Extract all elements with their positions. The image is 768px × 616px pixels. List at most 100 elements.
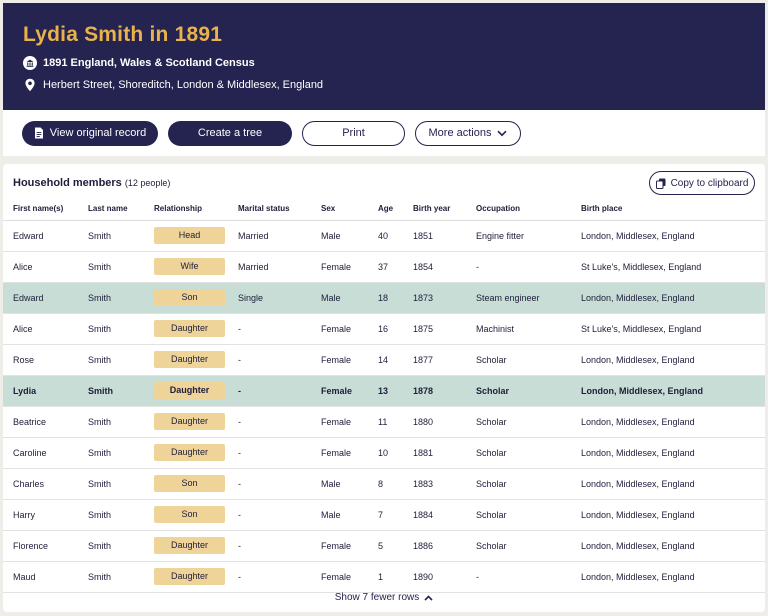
table-row: Caroline Smith Daughter - Female 10 1881 Schola… xyxy=(3,437,765,469)
place-cell: London, Middlesex, England xyxy=(581,220,765,252)
household-heading: Household members (12 people) xyxy=(13,177,170,189)
show-fewer-rows-label: Show 7 fewer rows xyxy=(334,592,420,603)
column-header: Sex xyxy=(321,198,378,221)
first-cell: Maud xyxy=(3,561,88,593)
column-header: Birth place xyxy=(581,198,765,221)
sex-cell: Male xyxy=(321,468,378,500)
sex-cell: Male xyxy=(321,220,378,252)
table-row: Charles Smith Son - Male 8 1883 Scholar London, … xyxy=(3,468,765,500)
relationship-badge: Daughter xyxy=(154,382,225,399)
last-cell: Smith xyxy=(88,375,154,407)
age-cell: 11 xyxy=(378,406,413,438)
year-cell: 1881 xyxy=(413,437,476,469)
place-cell: London, Middlesex, England xyxy=(581,468,765,500)
relationship-cell: Son xyxy=(154,282,238,314)
view-original-record-label: View original record xyxy=(49,127,147,139)
place-cell: London, Middlesex, England xyxy=(581,499,765,531)
relationship-badge: Wife xyxy=(154,258,225,275)
table-header-row: First name(s) Last name Relationship Mar… xyxy=(3,198,765,221)
relationship-cell: Daughter xyxy=(154,375,238,407)
occupation-cell: Steam engineer xyxy=(476,282,581,314)
marital-cell: - xyxy=(238,313,321,345)
age-cell: 40 xyxy=(378,220,413,252)
archive-building-icon xyxy=(23,56,37,70)
occupation-cell: Scholar xyxy=(476,499,581,531)
first-cell: Lydia xyxy=(3,375,88,407)
copy-to-clipboard-button[interactable]: Copy to clipboard xyxy=(649,171,755,195)
first-cell: Alice xyxy=(3,251,88,283)
sex-cell: Female xyxy=(321,530,378,562)
create-tree-button[interactable]: Create a tree xyxy=(168,120,292,146)
household-panel: Household members (12 people) Copy to cl… xyxy=(3,164,765,612)
place-cell: London, Middlesex, England xyxy=(581,375,765,407)
first-cell: Harry xyxy=(3,499,88,531)
location-pin-icon xyxy=(23,78,37,92)
show-fewer-rows-button[interactable]: Show 7 fewer rows xyxy=(3,592,765,603)
relationship-cell: Wife xyxy=(154,251,238,283)
last-cell: Smith xyxy=(88,251,154,283)
first-cell: Edward xyxy=(3,282,88,314)
year-cell: 1886 xyxy=(413,530,476,562)
last-cell: Smith xyxy=(88,220,154,252)
first-cell: Beatrice xyxy=(3,406,88,438)
relationship-cell: Daughter xyxy=(154,313,238,345)
relationship-badge: Head xyxy=(154,227,225,244)
occupation-cell: Scholar xyxy=(476,437,581,469)
sex-cell: Female xyxy=(321,251,378,283)
occupation-cell: Scholar xyxy=(476,406,581,438)
marital-cell: - xyxy=(238,406,321,438)
more-actions-label: More actions xyxy=(428,127,492,139)
age-cell: 16 xyxy=(378,313,413,345)
sex-cell: Female xyxy=(321,344,378,376)
marital-cell: - xyxy=(238,468,321,500)
create-tree-label: Create a tree xyxy=(197,127,263,139)
sex-cell: Male xyxy=(321,499,378,531)
last-cell: Smith xyxy=(88,282,154,314)
print-button[interactable]: Print xyxy=(302,120,405,146)
marital-cell: - xyxy=(238,561,321,593)
occupation-cell: Machinist xyxy=(476,313,581,345)
census-name: 1891 England, Wales & Scotland Census xyxy=(43,57,255,69)
occupation-cell: Scholar xyxy=(476,344,581,376)
marital-cell: - xyxy=(238,437,321,469)
last-cell: Smith xyxy=(88,344,154,376)
column-header: Occupation xyxy=(476,198,581,221)
more-actions-button[interactable]: More actions xyxy=(415,120,521,146)
column-header: Relationship xyxy=(154,198,238,221)
relationship-badge: Daughter xyxy=(154,413,225,430)
last-cell: Smith xyxy=(88,499,154,531)
relationship-cell: Daughter xyxy=(154,344,238,376)
last-cell: Smith xyxy=(88,313,154,345)
first-cell: Florence xyxy=(3,530,88,562)
clipboard-icon xyxy=(655,178,666,189)
location-row: Herbert Street, Shoreditch, London & Mid… xyxy=(23,76,765,94)
column-header: Birth year xyxy=(413,198,476,221)
age-cell: 1 xyxy=(378,561,413,593)
last-cell: Smith xyxy=(88,406,154,438)
table-row: Edward Smith Head Married Male 40 1851 Engine f… xyxy=(3,220,765,252)
occupation-cell: Engine fitter xyxy=(476,220,581,252)
column-header: Last name xyxy=(88,198,154,221)
relationship-badge: Daughter xyxy=(154,320,225,337)
year-cell: 1883 xyxy=(413,468,476,500)
table-row: Rose Smith Daughter - Female 14 1877 Scholar Lon… xyxy=(3,344,765,376)
table-row: Florence Smith Daughter - Female 5 1886 Scholar… xyxy=(3,530,765,562)
relationship-badge: Daughter xyxy=(154,444,225,461)
location-name: Herbert Street, Shoreditch, London & Mid… xyxy=(43,79,324,91)
sex-cell: Female xyxy=(321,561,378,593)
year-cell: 1875 xyxy=(413,313,476,345)
year-cell: 1880 xyxy=(413,406,476,438)
page-title: Lydia Smith in 1891 xyxy=(23,23,223,46)
view-original-record-button[interactable]: View original record xyxy=(22,120,158,146)
occupation-cell: Scholar xyxy=(476,375,581,407)
age-cell: 5 xyxy=(378,530,413,562)
place-cell: St Luke's, Middlesex, England xyxy=(581,313,765,345)
table-row: Maud Smith Daughter - Female 1 1890- London, Mi… xyxy=(3,561,765,593)
first-cell: Charles xyxy=(3,468,88,500)
census-row: 1891 England, Wales & Scotland Census xyxy=(23,54,765,72)
relationship-badge: Daughter xyxy=(154,568,225,585)
occupation-cell: Scholar xyxy=(476,468,581,500)
first-cell: Rose xyxy=(3,344,88,376)
relationship-cell: Son xyxy=(154,499,238,531)
place-cell: London, Middlesex, England xyxy=(581,344,765,376)
